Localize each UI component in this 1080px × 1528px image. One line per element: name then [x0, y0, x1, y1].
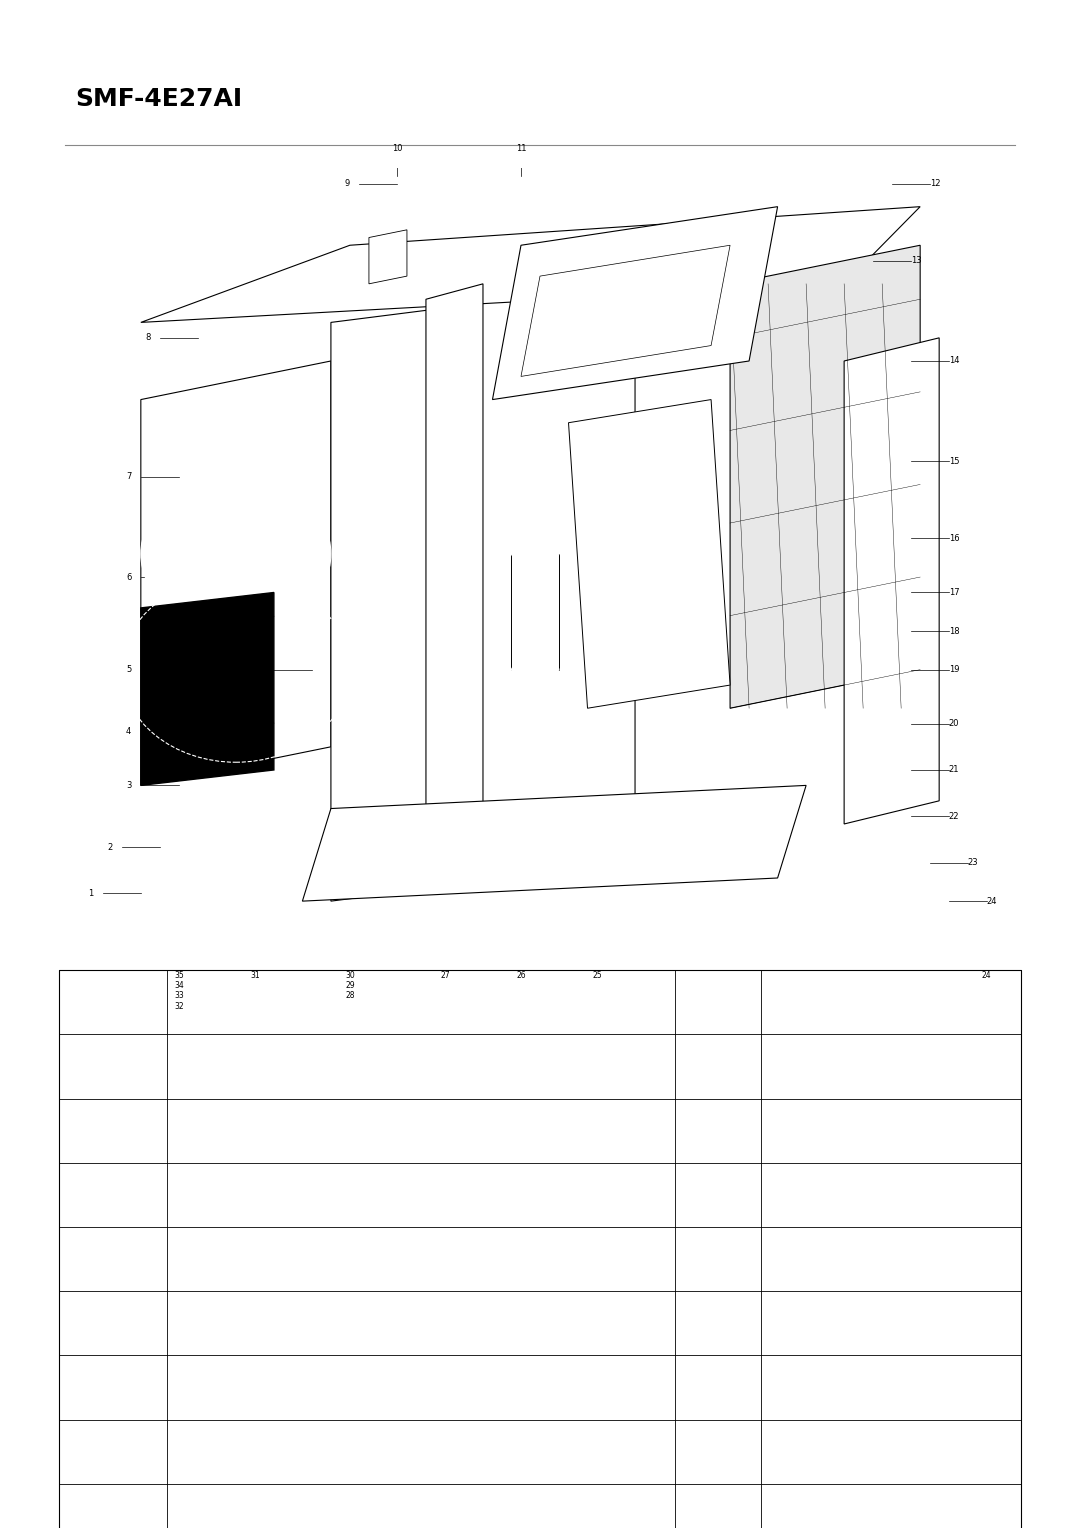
- Text: Left clapboard: Left clapboard: [178, 1444, 288, 1459]
- Text: 1: 1: [714, 1251, 723, 1267]
- Text: 22: 22: [948, 811, 959, 821]
- Text: Holder for fan motor: Holder for fan motor: [178, 1123, 335, 1138]
- Text: 31: 31: [251, 970, 259, 979]
- Text: 1: 1: [108, 995, 119, 1010]
- Polygon shape: [302, 785, 806, 902]
- Text: 1: 1: [89, 889, 93, 898]
- Polygon shape: [568, 400, 730, 709]
- Text: 19: 19: [948, 665, 959, 674]
- Text: 8: 8: [714, 995, 723, 1010]
- Text: 14: 14: [948, 356, 959, 365]
- Text: 26: 26: [530, 1482, 550, 1497]
- Text: 20: 20: [948, 720, 959, 729]
- Text: 7: 7: [126, 472, 132, 481]
- Text: 4: 4: [108, 1187, 119, 1203]
- Text: 5: 5: [108, 1251, 119, 1267]
- Text: 17: 17: [948, 588, 959, 597]
- Text: 2: 2: [108, 1059, 119, 1074]
- Text: Clamp for front net: Clamp for front net: [178, 995, 324, 1010]
- Polygon shape: [330, 284, 635, 902]
- Text: Propeller fan: Propeller fan: [178, 1059, 275, 1074]
- Text: 2124820000: 2124820000: [842, 1380, 940, 1395]
- Text: fan motor: fan motor: [178, 1187, 254, 1203]
- Text: 18: 18: [948, 626, 959, 636]
- Polygon shape: [512, 553, 559, 669]
- Text: Front clapboard: Front clapboard: [178, 1316, 298, 1331]
- Text: 21: 21: [948, 766, 959, 775]
- Text: 4: 4: [126, 727, 132, 736]
- Text: 5: 5: [126, 665, 132, 674]
- Text: 35
34
33
32: 35 34 33 32: [174, 970, 184, 1012]
- Text: 7: 7: [108, 1380, 119, 1395]
- Ellipse shape: [512, 545, 559, 562]
- Ellipse shape: [512, 662, 559, 677]
- Text: 1: 1: [714, 1123, 723, 1138]
- Polygon shape: [140, 206, 920, 322]
- Text: 1: 1: [714, 1059, 723, 1074]
- Text: 2115029006: 2115029006: [842, 1508, 940, 1523]
- Text: 1: 1: [714, 1380, 723, 1395]
- Polygon shape: [140, 593, 274, 785]
- Polygon shape: [521, 244, 730, 376]
- Text: 9: 9: [345, 179, 350, 188]
- Text: 2240041722: 2240041722: [842, 1187, 940, 1203]
- Text: 26: 26: [516, 970, 526, 979]
- Text: 13: 13: [910, 257, 921, 266]
- Text: 6: 6: [126, 573, 132, 582]
- Text: 8: 8: [145, 333, 150, 342]
- Text: 24: 24: [982, 970, 991, 979]
- Polygon shape: [492, 206, 778, 400]
- Text: Separating board: Separating board: [178, 1380, 311, 1395]
- Text: 23: 23: [968, 859, 978, 866]
- Text: 2113511801: 2113511801: [842, 995, 940, 1010]
- Text: 1: 1: [714, 1316, 723, 1331]
- Text: 1: 1: [714, 1508, 723, 1523]
- Text: 25: 25: [592, 970, 602, 979]
- Text: 15: 15: [948, 457, 959, 466]
- Text: 2124530063: 2124530063: [842, 1444, 940, 1459]
- Text: 9: 9: [108, 1508, 119, 1523]
- Text: 30
29
28: 30 29 28: [345, 970, 355, 1001]
- Polygon shape: [140, 361, 330, 785]
- Text: 16: 16: [948, 533, 959, 542]
- Text: 2124532935: 2124532935: [842, 1316, 940, 1331]
- Text: 2124550017: 2124550017: [842, 1251, 940, 1267]
- Text: 24: 24: [987, 897, 997, 906]
- Text: 11: 11: [516, 144, 526, 153]
- Text: 1: 1: [714, 1444, 723, 1459]
- Polygon shape: [426, 284, 483, 879]
- Text: 12: 12: [930, 179, 941, 188]
- Text: 6: 6: [108, 1316, 119, 1331]
- Text: 2: 2: [107, 842, 112, 851]
- Circle shape: [140, 477, 330, 631]
- Text: 1: 1: [714, 1187, 723, 1203]
- Text: Little handle: Little handle: [178, 1508, 273, 1523]
- Polygon shape: [730, 244, 920, 709]
- Polygon shape: [369, 229, 407, 284]
- Text: 3: 3: [126, 781, 132, 790]
- Text: 3: 3: [108, 1123, 119, 1138]
- Text: 27: 27: [441, 970, 449, 979]
- Bar: [59, 970, 1021, 1528]
- Text: 2123549027: 2123549027: [842, 1123, 940, 1138]
- Text: 10: 10: [392, 144, 403, 153]
- Text: Front net: Front net: [178, 1251, 247, 1267]
- Text: 8: 8: [108, 1444, 119, 1459]
- Text: SMF-4E27AI: SMF-4E27AI: [76, 87, 243, 112]
- Polygon shape: [845, 338, 940, 824]
- Text: 2114550002: 2114550002: [842, 1059, 940, 1074]
